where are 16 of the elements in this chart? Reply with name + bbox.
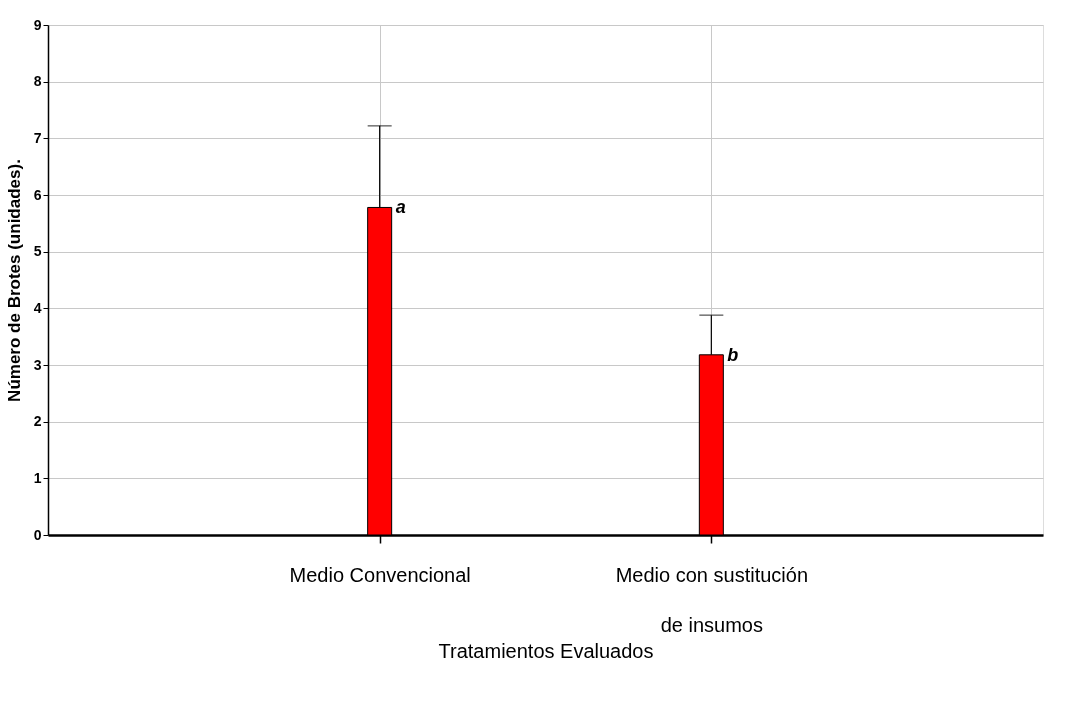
- y-tick-label: 7: [33, 129, 42, 146]
- category-label: Medio con sustitución de insumos: [615, 563, 808, 636]
- y-tick-label: 5: [33, 243, 42, 260]
- y-tick-label: 2: [33, 413, 42, 430]
- y-tick-label: 9: [33, 16, 42, 33]
- x-tick-label: Medio Convencional: [289, 563, 471, 586]
- y-tick-label: 0: [33, 526, 42, 543]
- y-tick-label: 6: [33, 186, 42, 203]
- y-tick-label: 8: [33, 73, 42, 90]
- y-tick-label: 4: [33, 299, 42, 316]
- x-axis-title: Tratamientos Evaluados: [438, 639, 654, 662]
- y-tick-label: 3: [33, 356, 42, 373]
- y-tick-label: 1: [33, 469, 42, 486]
- y-axis-title: Número de Brotes (unidades).: [4, 159, 24, 402]
- annotation: b: [727, 344, 739, 365]
- annotation: a: [395, 197, 406, 218]
